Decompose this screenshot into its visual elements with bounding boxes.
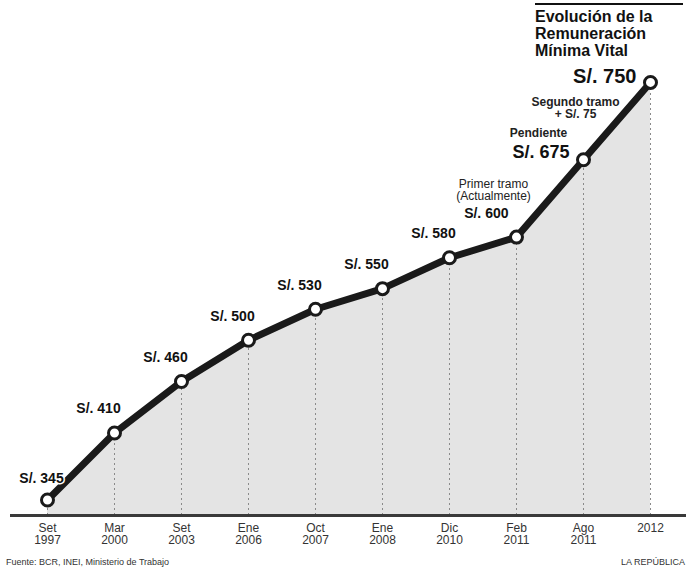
svg-text:S/. 410: S/. 410 [76, 400, 121, 416]
svg-text:Feb2011: Feb2011 [504, 521, 530, 547]
svg-text:Ene2006: Ene2006 [235, 521, 262, 547]
svg-text:S/. 600: S/. 600 [464, 205, 509, 221]
svg-text:Set2003: Set2003 [168, 521, 195, 547]
svg-text:S/. 550: S/. 550 [344, 256, 389, 272]
svg-text:S/. 460: S/. 460 [143, 349, 188, 365]
svg-text:S/. 530: S/. 530 [277, 277, 322, 293]
svg-text:S/. 345: S/. 345 [19, 470, 64, 486]
svg-text:S/. 580: S/. 580 [411, 225, 456, 241]
svg-text:S/. 675: S/. 675 [512, 142, 569, 162]
svg-text:Mar2000: Mar2000 [101, 521, 128, 547]
svg-text:Oct2007: Oct2007 [302, 521, 329, 547]
html-text:Evolución de la Remuneración M: Evolución de la Remuneración Mínima Vita… [535, 8, 653, 59]
svg-text:Segundo tramo+ S/. 75: Segundo tramo+ S/. 75 [531, 95, 619, 121]
svg-text:S/. 500: S/. 500 [210, 308, 255, 324]
svg-text:Dic2010: Dic2010 [436, 521, 463, 547]
svg-text:Primer tramo(Actualmente): Primer tramo(Actualmente) [456, 177, 531, 203]
svg-text:Set1997: Set1997 [34, 521, 61, 547]
svg-text:2012: 2012 [637, 521, 664, 535]
svg-text:Ago2011: Ago2011 [571, 521, 597, 547]
svg-text:Ene2008: Ene2008 [369, 521, 396, 547]
svg-text:Pendiente: Pendiente [510, 126, 568, 140]
html-text:LA REPÚBLICA: LA REPÚBLICA [621, 557, 685, 567]
svg-text:S/. 750: S/. 750 [573, 65, 636, 87]
html-text:Fuente: BCR, INEI, Ministerio: Fuente: BCR, INEI, Ministerio de Trabajo [6, 557, 170, 567]
